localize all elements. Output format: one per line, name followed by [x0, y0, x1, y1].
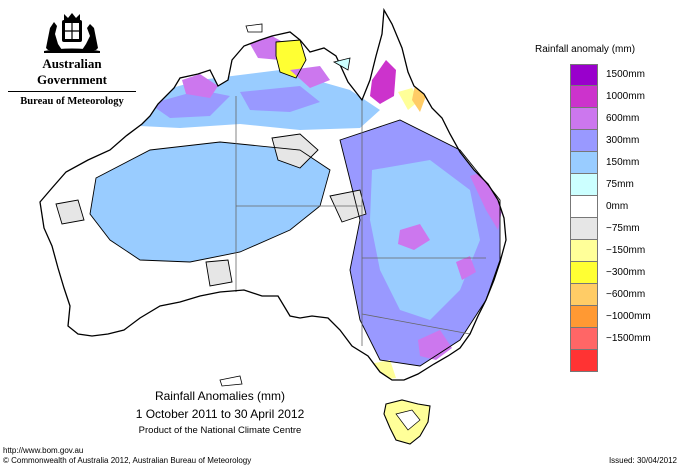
legend-swatch	[570, 218, 598, 240]
legend-label: −600mm	[606, 289, 646, 300]
copyright-notice: © Commonwealth of Australia 2012, Austra…	[3, 456, 252, 465]
legend-label: 0mm	[606, 201, 629, 212]
bureau-name: Bureau of Meteorology	[8, 91, 136, 107]
legend-label: −1500mm	[606, 333, 651, 344]
australia-coastline	[39, 7, 507, 381]
tasmania-anomaly-contour	[395, 409, 421, 431]
legend-swatch	[570, 108, 598, 130]
legend-label: 1000mm	[606, 91, 645, 102]
government-name: Australian Government	[36, 56, 108, 87]
legend-label: 1500mm	[606, 69, 645, 80]
legend-label: −75mm	[606, 223, 640, 234]
legend-label: −300mm	[606, 267, 646, 278]
legend-swatch	[570, 152, 598, 174]
legend-swatch	[570, 196, 598, 218]
legend-swatch	[570, 64, 598, 86]
legend-swatch	[570, 130, 598, 152]
legend-swatch	[570, 306, 598, 328]
legend-swatch	[570, 350, 598, 372]
tiwi-islands	[245, 23, 263, 33]
map-title: Rainfall Anomalies (mm)	[154, 389, 286, 403]
state-borders	[235, 96, 486, 346]
legend-label: 600mm	[606, 113, 640, 124]
legend-swatch	[570, 86, 598, 108]
issued-date: Issued: 30/04/2012	[608, 456, 677, 465]
legend-swatch	[570, 328, 598, 350]
legend-label: 150mm	[606, 157, 640, 168]
bom-logo: Australian Government Bureau of Meteorol…	[8, 10, 136, 107]
legend-title: Rainfall anomaly (mm)	[535, 44, 636, 55]
legend-label: −1000mm	[606, 311, 651, 322]
commonwealth-coat-of-arms-icon	[44, 13, 100, 53]
kangaroo-island	[219, 375, 243, 387]
legend-swatch	[570, 240, 598, 262]
legend-swatch	[570, 174, 598, 196]
legend-label: 300mm	[606, 135, 640, 146]
map-product: Product of the National Climate Centre	[138, 425, 302, 436]
map-period: 1 October 2011 to 30 April 2012	[135, 407, 305, 421]
legend-swatch	[570, 284, 598, 306]
legend-label: 75mm	[606, 179, 634, 190]
legend-swatch	[570, 262, 598, 284]
groote-eylandt	[332, 57, 351, 71]
legend-label: −150mm	[606, 245, 646, 256]
website-link[interactable]: http://www.bom.gov.au	[3, 446, 84, 455]
